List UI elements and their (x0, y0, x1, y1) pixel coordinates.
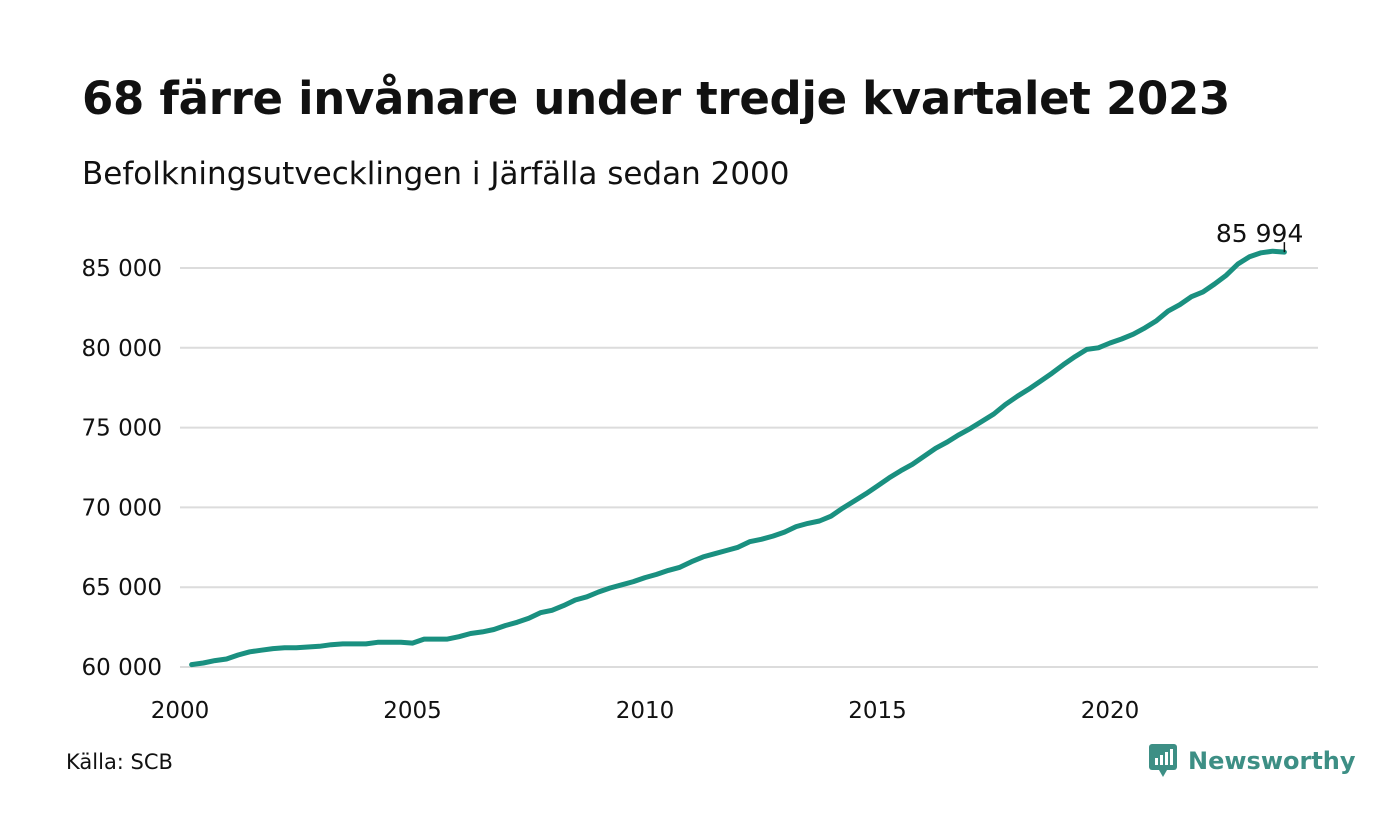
series-line (189, 248, 1287, 668)
y-tick-label: 80 000 (82, 336, 162, 362)
y-tick-label: 65 000 (82, 575, 162, 601)
chart-subtitle: Befolkningsutvecklingen i Järfälla sedan… (82, 156, 790, 192)
y-axis-tick-labels: 60 000 65 000 70 000 75 000 80 000 85 000 (82, 256, 162, 681)
brand-name: Newsworthy (1188, 747, 1356, 775)
series-layer (189, 248, 1287, 668)
end-value-label: 85 994 (1216, 219, 1303, 248)
brand-logo: Newsworthy (1148, 743, 1356, 779)
x-tick-label: 2000 (151, 698, 210, 724)
x-tick-label: 2020 (1081, 698, 1140, 724)
source-note: Källa: SCB (66, 750, 173, 774)
y-tick-label: 85 000 (82, 256, 162, 282)
chart-title: 68 färre invånare under tredje kvartalet… (82, 72, 1231, 125)
y-tick-label: 60 000 (82, 655, 162, 681)
x-tick-label: 2005 (383, 698, 442, 724)
grid-lines (180, 267, 1318, 668)
y-tick-label: 75 000 (82, 416, 162, 442)
x-tick-label: 2015 (848, 698, 907, 724)
y-tick-label: 70 000 (82, 495, 162, 521)
x-axis-tick-labels: 2000 2005 2010 2015 2020 (151, 698, 1140, 724)
annotation-layer: 85 994 (1216, 219, 1303, 253)
newsworthy-logo-icon (1149, 744, 1177, 777)
x-tick-label: 2010 (616, 698, 675, 724)
